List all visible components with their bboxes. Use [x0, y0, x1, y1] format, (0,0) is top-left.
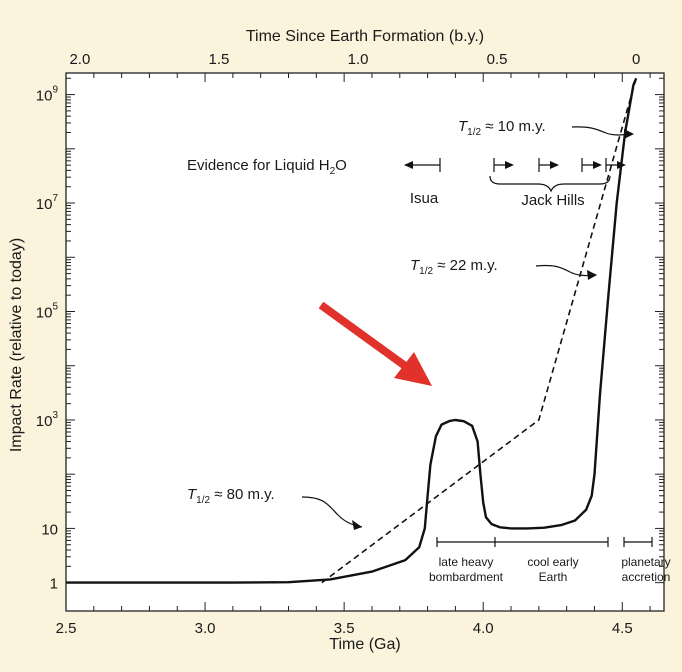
- x2-tick-label: 1.5: [209, 51, 230, 68]
- tick-marks: [65, 73, 664, 611]
- x-tick-label: 4.5: [612, 620, 633, 637]
- y-tick-label: 1: [50, 576, 58, 593]
- jack-hills-arrow-head: [505, 161, 514, 169]
- isua-label: Isua: [410, 190, 439, 207]
- jack-hills-brace: [489, 175, 611, 193]
- tick-labels: 2.5 3.0 3.5 4.0 4.5 2.0 1.5 1.0 0.5 0 1 10 103 105 107…: [36, 51, 641, 637]
- phase-label-bombardment: bombardment: [429, 570, 504, 584]
- curves: [66, 77, 638, 584]
- x2-tick-label: 2.0: [69, 51, 90, 68]
- jack-hills-arrow-head: [593, 161, 602, 169]
- half-life-label-10: T1/2 ≈ 10 m.y.: [458, 118, 546, 138]
- highlight-arrow-head: [394, 352, 432, 386]
- y-tick-label: 107: [36, 193, 59, 213]
- jack-hills-arrow-head: [550, 161, 559, 169]
- dashed-curve: [321, 78, 637, 584]
- pointer-22-head: [587, 270, 597, 280]
- y-tick-label: 103: [36, 410, 59, 430]
- x-tick-label: 2.5: [56, 620, 77, 637]
- x-axis-label: Time (Ga): [329, 636, 400, 653]
- phase-label-accretion: accretion: [622, 570, 671, 584]
- phase-label-cool-early: cool early: [527, 555, 578, 569]
- phase-label-late-heavy: late heavy: [439, 555, 494, 569]
- highlight-arrow: [318, 301, 411, 372]
- jack-hills-arrow-head: [617, 161, 626, 169]
- evidence-label: Evidence for Liquid H2O: [187, 157, 347, 177]
- phase-label-planetary: planetary: [621, 555, 670, 569]
- x2-tick-label: 1.0: [348, 51, 369, 68]
- x-tick-label: 4.0: [473, 620, 494, 637]
- half-life-label-22: T1/2 ≈ 22 m.y.: [410, 257, 498, 277]
- plot-frame: [65, 72, 665, 612]
- annotations: T1/2 ≈ 80 m.y. T1/2 ≈ 22 m.y. T1/2 ≈ 10 m.…: [187, 118, 671, 584]
- x-tick-label: 3.0: [195, 620, 216, 637]
- x-tick-label: 3.5: [334, 620, 355, 637]
- x2-tick-label: 0: [632, 51, 640, 68]
- y-tick-label: 109: [36, 85, 59, 105]
- isua-arrow-head: [404, 161, 413, 169]
- pointer-80-head: [352, 520, 362, 530]
- jack-hills-label: Jack Hills: [521, 192, 584, 209]
- y-tick-label: 105: [36, 301, 59, 321]
- y-axis-label: Impact Rate (relative to today): [8, 238, 25, 452]
- pointer-10: [571, 126, 633, 136]
- x2-axis-label: Time Since Earth Formation (b.y.): [246, 28, 484, 45]
- plot-area: [66, 73, 664, 611]
- solid-curve: [66, 77, 638, 584]
- x2-tick-label: 0.5: [487, 51, 508, 68]
- y-tick-label: 10: [41, 521, 58, 538]
- half-life-label-80: T1/2 ≈ 80 m.y.: [187, 486, 275, 506]
- phase-label-earth: Earth: [539, 570, 568, 584]
- pointer-10-head: [624, 129, 634, 139]
